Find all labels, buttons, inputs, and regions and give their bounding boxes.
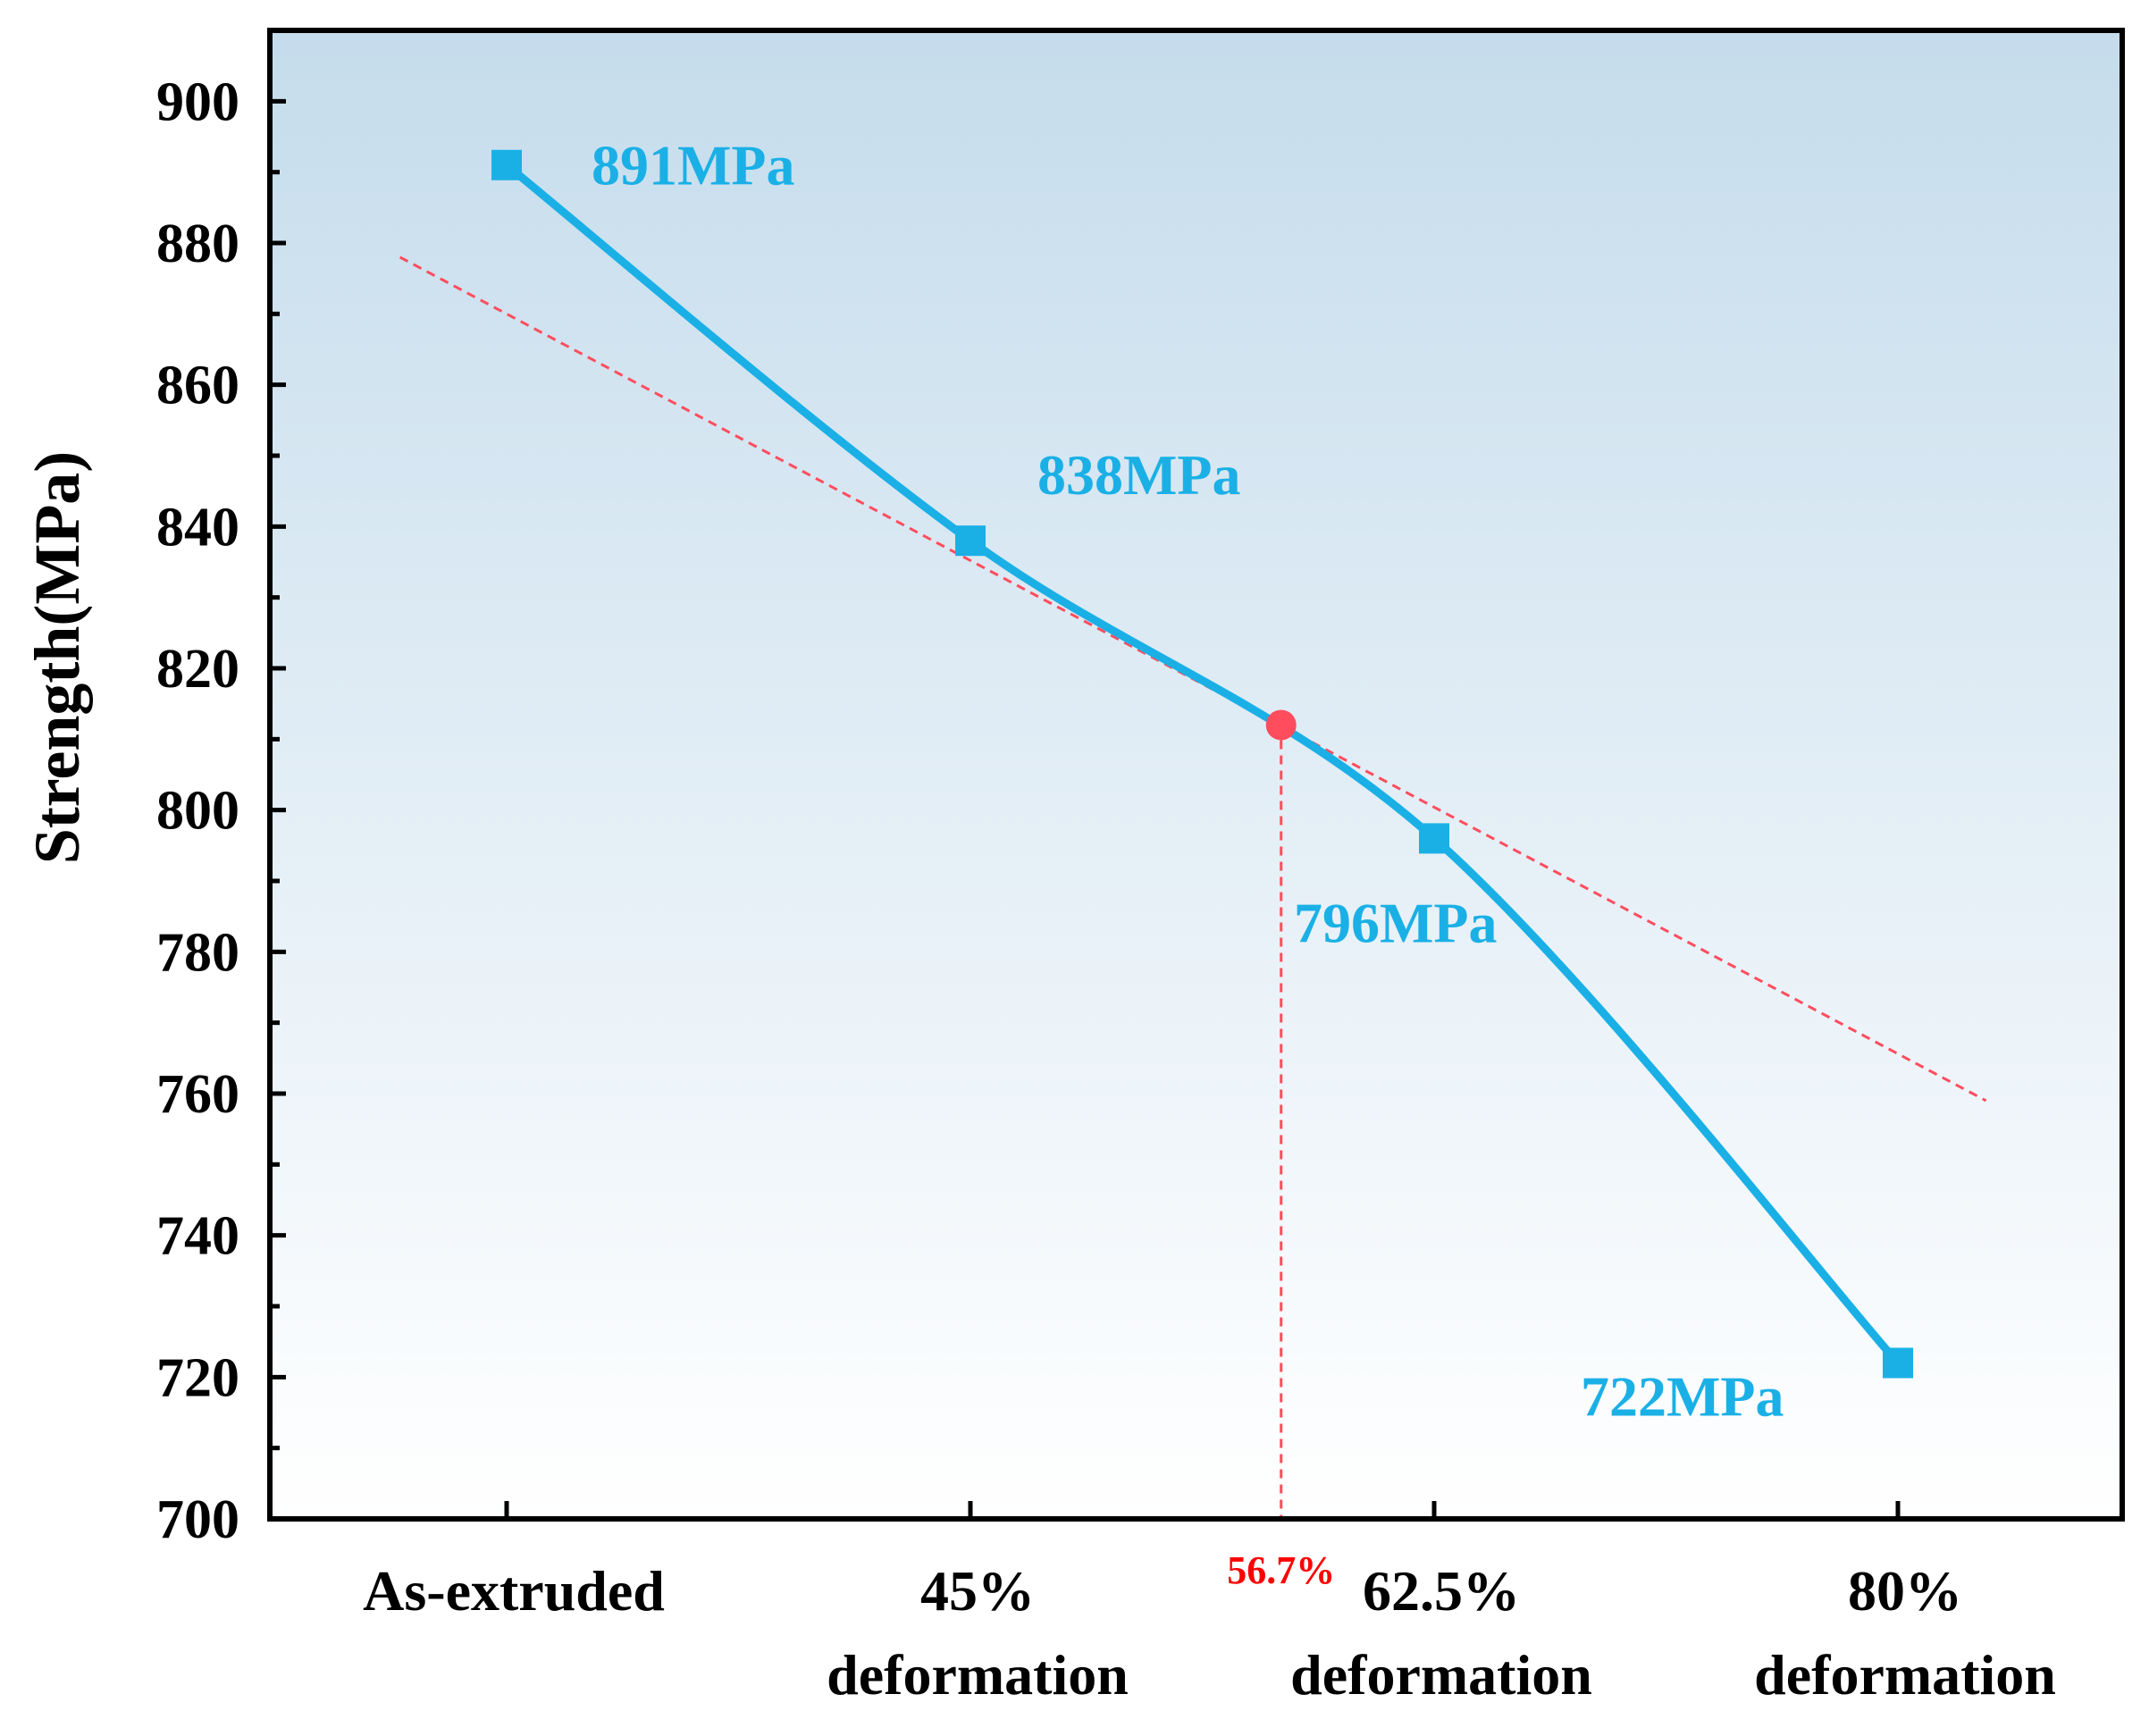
data-label: 838MPa	[1037, 443, 1241, 507]
intersection-point	[1265, 709, 1297, 741]
data-labels: 891MPa 838MPa 796MPa 722MPa	[592, 134, 1784, 1429]
data-label: 891MPa	[592, 134, 795, 197]
x-axis-ticks	[504, 1501, 1901, 1519]
y-tick-label: 840	[156, 497, 239, 558]
x-category-label: deformation	[1290, 1643, 1592, 1707]
x-category-label: deformation	[1754, 1643, 2056, 1707]
series-markers	[491, 149, 1913, 1379]
data-label: 796MPa	[1294, 891, 1498, 954]
x-category-label: 45%	[920, 1559, 1035, 1623]
y-tick-label: 880	[156, 214, 239, 274]
x-category-label: deformation	[827, 1643, 1129, 1707]
y-tick-label: 760	[156, 1064, 239, 1125]
y-tick-label: 720	[156, 1347, 239, 1408]
data-point-marker	[955, 525, 986, 557]
y-tick-label: 860	[156, 356, 239, 416]
plot-area-background	[270, 30, 2122, 1519]
plot-frame	[267, 28, 2125, 1522]
x-axis-category-labels: As-extruded 45% deformation 62.5% deformatio…	[363, 1559, 2056, 1707]
y-tick-label: 740	[156, 1206, 239, 1267]
y-axis-title: Strength(MPa)	[21, 451, 93, 865]
data-point-marker	[1883, 1347, 1913, 1379]
data-point-marker	[491, 149, 522, 180]
data-label: 722MPa	[1581, 1364, 1784, 1428]
y-tick-label: 800	[156, 781, 239, 842]
x-category-label: 80%	[1848, 1559, 1962, 1623]
intersection-label: 56.7%	[1227, 1548, 1335, 1592]
data-point-marker	[1419, 823, 1449, 854]
x-category-label: 62.5%	[1363, 1559, 1520, 1623]
y-tick-label: 780	[156, 922, 239, 983]
x-category-label: As-extruded	[363, 1559, 665, 1623]
y-tick-label: 900	[156, 71, 239, 132]
y-tick-label: 700	[156, 1489, 239, 1550]
y-tick-label: 820	[156, 639, 239, 700]
series-line-strength	[502, 161, 1902, 1367]
y-axis-tick-labels: 700 720 740 760 780 800 820 840 860 880 900	[156, 71, 239, 1550]
